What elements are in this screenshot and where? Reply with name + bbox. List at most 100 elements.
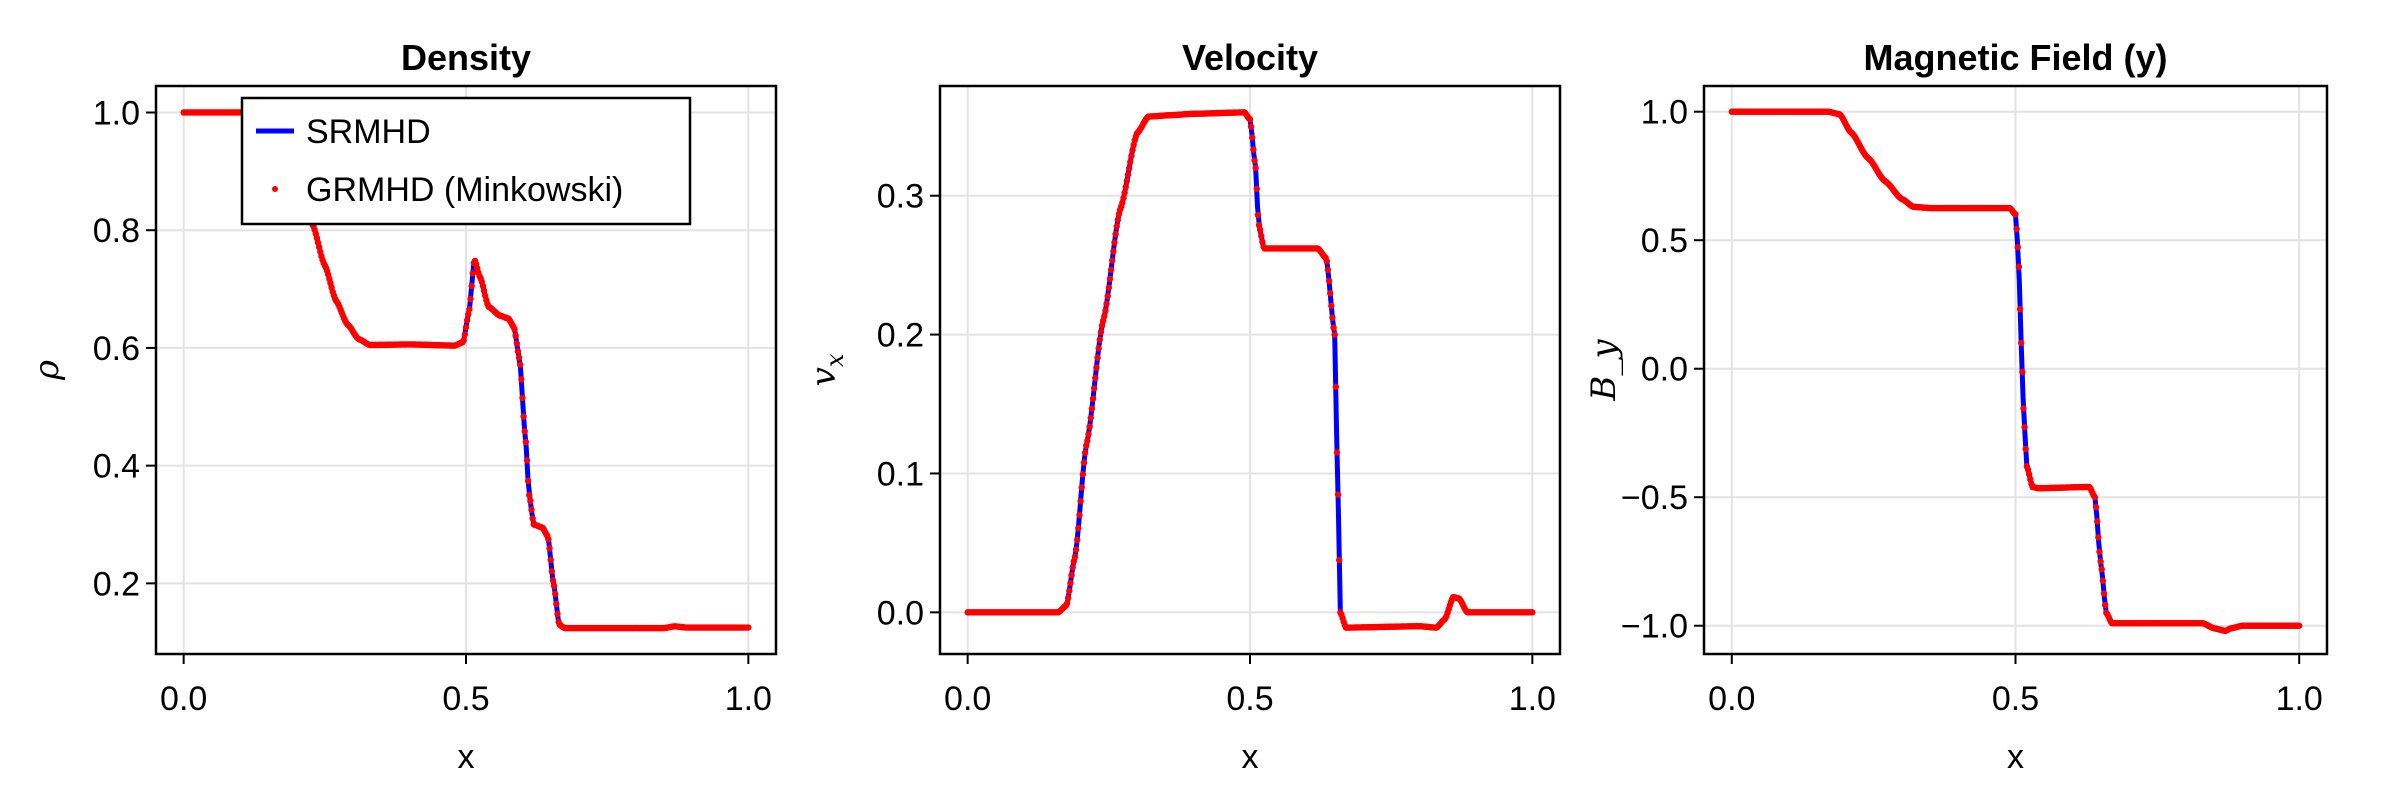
panel-1: 0.0 0.5 1.0 0.2 0.4 0.6 0.8 1.0 Density x ρ SRMHD GR… (27, 37, 778, 776)
x-axis-label: x (1242, 738, 1259, 776)
grmhd-point (545, 536, 552, 543)
grmhd-point (2022, 445, 2029, 453)
grmhd-point (1064, 594, 1072, 602)
grmhd-point (1098, 322, 1106, 329)
grmhd-point (522, 438, 530, 446)
grmhd-point (521, 428, 528, 435)
grmhd-point (1087, 414, 1094, 422)
x-tick-label: 0.0 (1708, 680, 1755, 718)
x-tick-label: 0.0 (160, 680, 207, 718)
grmhd-point (1125, 165, 1133, 172)
y-tick-label: 1.0 (1641, 94, 1688, 132)
grmhd-point (1121, 189, 1128, 196)
grmhd-point (1258, 232, 1265, 240)
grmhd-point (2096, 548, 2103, 555)
grmhd-point (552, 590, 559, 598)
grmhd-point (462, 324, 470, 331)
grmhd-point (1094, 354, 1101, 361)
grmhd-point (1114, 216, 1122, 223)
grmhd-point (1113, 223, 1120, 230)
grmhd-point (1086, 423, 1093, 430)
grmhd-point (1122, 183, 1129, 191)
grmhd-point (546, 545, 553, 552)
grmhd-point (1101, 313, 1108, 320)
chart-title: Density (401, 37, 531, 78)
y-axis-label: vx (804, 353, 849, 386)
y-tick-label: −0.5 (1621, 479, 1688, 517)
grmhd-point (1112, 230, 1119, 238)
x-tick-label: 1.0 (725, 680, 772, 718)
grmhd-point (1090, 385, 1098, 392)
legend-srmhd-label: SRMHD (306, 113, 431, 151)
legend-grmhd-swatch (272, 186, 278, 192)
grmhd-point (547, 556, 554, 564)
grmhd-point (460, 336, 467, 344)
grmhd-point (1079, 471, 1087, 478)
grmhd-point (2094, 518, 2101, 525)
grmhd-point (1072, 546, 1080, 553)
grmhd-point (1334, 491, 1342, 498)
chart-title: Velocity (1182, 37, 1318, 78)
grmhd-point (465, 311, 472, 318)
x-tick-label: 0.5 (1226, 680, 1273, 718)
axes-frame (1702, 84, 2329, 656)
grmhd-point (2098, 566, 2105, 573)
grmhd-point (527, 497, 534, 505)
grmhd-point (1331, 331, 1338, 338)
grmhd-point (1332, 383, 1340, 391)
grmhd-point (2092, 503, 2100, 511)
grmhd-point (1103, 300, 1110, 308)
axes-frame (154, 84, 778, 656)
grmhd-point (2017, 339, 2025, 347)
grmhd-point (1249, 134, 1256, 141)
grmhd-point (1102, 307, 1109, 314)
x-tick-label: 1.0 (2276, 680, 2323, 718)
grmhd-point (1076, 511, 1083, 519)
x-tick-label: 1.0 (1509, 680, 1556, 718)
grmhd-point (1081, 449, 1089, 456)
grmhd-point (1063, 600, 1071, 607)
grmhd-point (1092, 374, 1099, 382)
legend: SRMHD GRMHD (Minkowski) (240, 96, 692, 226)
grmhd-point (466, 306, 473, 313)
x-axis-label: x (2007, 738, 2024, 776)
y-label-subscript: x (821, 353, 849, 367)
grmhd-point (1106, 275, 1114, 283)
grmhd-point (1067, 579, 1074, 587)
grmhd-point (2020, 405, 2027, 412)
y-tick-label: 0.8 (93, 212, 140, 250)
grmhd-point (549, 577, 557, 584)
grmhd-point (515, 354, 523, 361)
grmhd-point (1255, 221, 1263, 229)
grmhd-point (1096, 336, 1103, 343)
x-tick-label: 0.5 (1992, 680, 2039, 718)
grmhd-point (514, 348, 522, 355)
grmhd-point (1071, 553, 1079, 560)
y-label-base: v (804, 367, 844, 386)
grmhd-point (1084, 437, 1091, 444)
grmhd-point (1333, 449, 1341, 456)
grmhd-point (1256, 226, 1264, 234)
grmhd-point (469, 270, 476, 277)
grmhd-point (1075, 524, 1082, 532)
grmhd-point (1088, 405, 1096, 412)
grmhd-point (1109, 257, 1116, 264)
grmhd-point (512, 332, 519, 339)
grmhd-point (2021, 423, 2028, 431)
grmhd-point (463, 317, 471, 324)
grmhd-point (1325, 277, 1333, 285)
grmhd-point (1259, 238, 1266, 246)
grmhd-point (2025, 470, 2033, 478)
grmhd-point (1068, 571, 1075, 579)
grmhd-point (1111, 239, 1118, 246)
grmhd-point (1107, 266, 1115, 273)
grmhd-point (2015, 263, 2023, 270)
axes-frame (938, 84, 1562, 656)
grmhd-point (1077, 498, 1084, 505)
grmhd-point (1093, 364, 1100, 371)
grmhd-point (1085, 431, 1092, 438)
grmhd-point (1129, 146, 1136, 154)
grmhd-point (2091, 494, 2099, 501)
grmhd-point (1078, 484, 1085, 491)
